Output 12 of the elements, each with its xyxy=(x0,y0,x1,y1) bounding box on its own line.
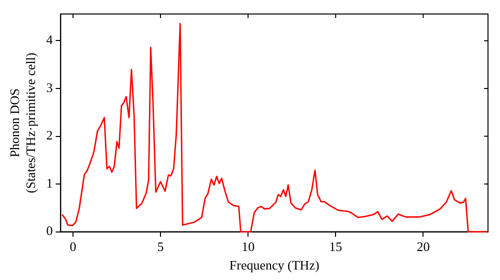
y-tick-label: 1 xyxy=(46,175,53,190)
y-tick-label: 4 xyxy=(46,32,54,48)
y-axis-title: Phonon DOS (States/THz·primitive cell) xyxy=(7,52,38,194)
x-tick-label: 10 xyxy=(242,239,255,254)
x-tick-label: 5 xyxy=(157,239,164,254)
y-tick-label: 0 xyxy=(46,223,53,238)
y-tick-label: 3 xyxy=(46,80,53,95)
x-tick-label: 0 xyxy=(70,239,76,254)
x-tick-label: 15 xyxy=(329,239,342,254)
x-tick-label: 20 xyxy=(416,239,430,254)
y-tick-label: 2 xyxy=(46,128,53,143)
x-axis-title: Frequency (THz) xyxy=(229,258,320,273)
